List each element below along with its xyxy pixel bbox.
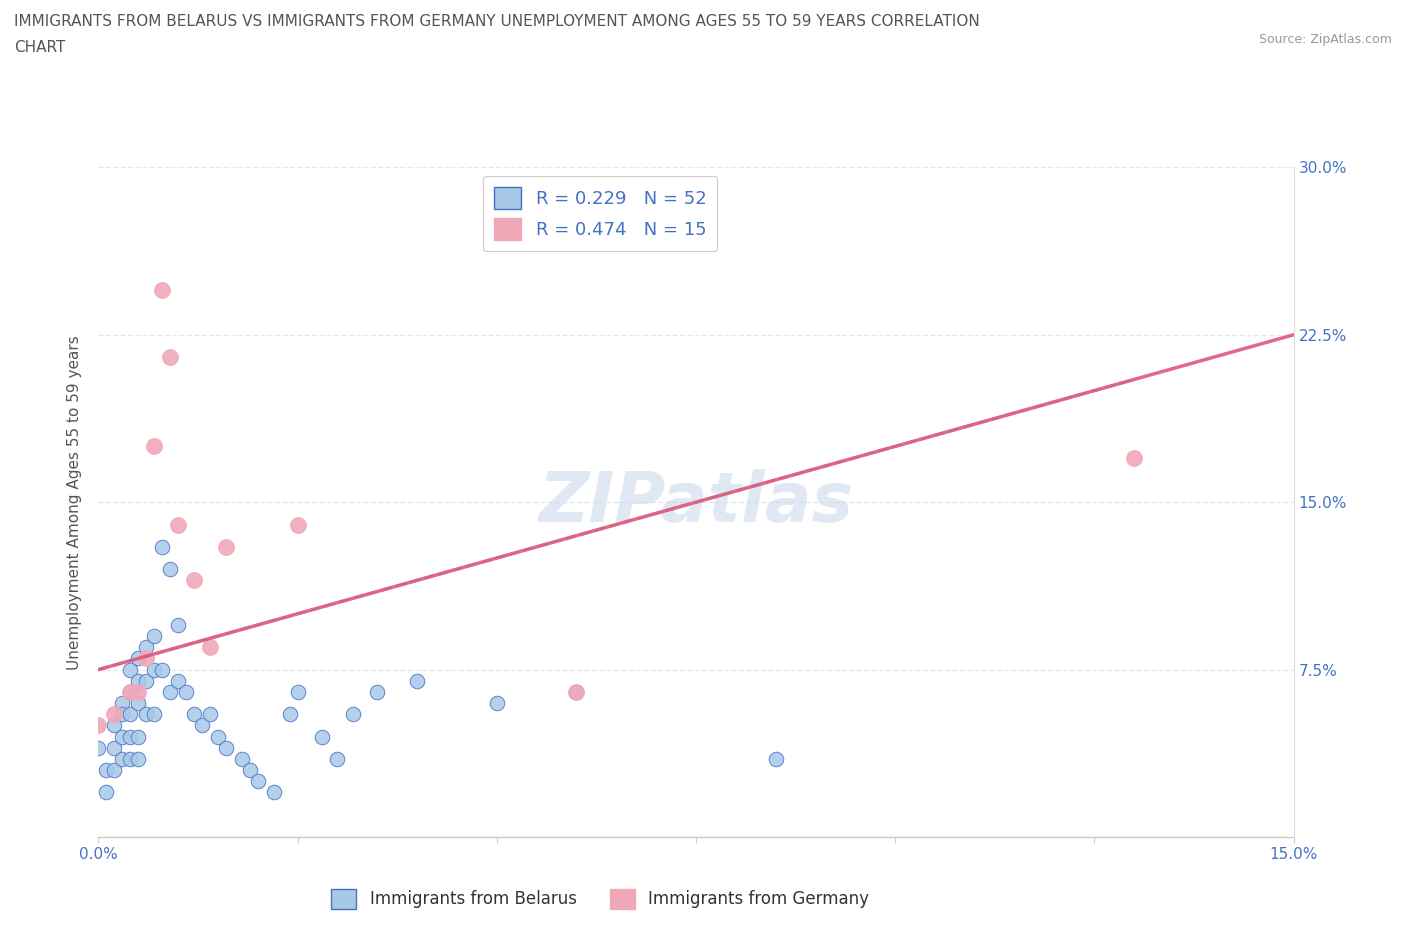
Point	[231, 751, 253, 766]
Point	[120, 751, 142, 766]
Point	[485, 696, 508, 711]
Point	[191, 718, 214, 733]
Point	[87, 740, 110, 755]
Point	[287, 684, 309, 699]
Point	[326, 751, 349, 766]
Point	[96, 763, 118, 777]
Point	[1123, 450, 1146, 465]
Point	[135, 673, 157, 688]
Point	[135, 707, 157, 722]
Point	[127, 729, 149, 744]
Point	[239, 763, 262, 777]
Point	[278, 707, 301, 722]
Text: IMMIGRANTS FROM BELARUS VS IMMIGRANTS FROM GERMANY UNEMPLOYMENT AMONG AGES 55 TO: IMMIGRANTS FROM BELARUS VS IMMIGRANTS FR…	[14, 14, 980, 29]
Point	[565, 684, 588, 699]
Point	[135, 640, 157, 655]
Point	[246, 774, 269, 789]
Point	[342, 707, 364, 722]
Point	[311, 729, 333, 744]
Point	[127, 651, 149, 666]
Text: Source: ZipAtlas.com: Source: ZipAtlas.com	[1258, 33, 1392, 46]
Point	[120, 684, 142, 699]
Point	[120, 707, 142, 722]
Point	[127, 673, 149, 688]
Point	[167, 618, 190, 632]
Point	[111, 751, 134, 766]
Point	[143, 662, 166, 677]
Point	[103, 763, 125, 777]
Point	[366, 684, 388, 699]
Point	[198, 640, 221, 655]
Point	[111, 729, 134, 744]
Point	[150, 539, 173, 554]
Point	[207, 729, 229, 744]
Point	[103, 740, 125, 755]
Point	[198, 707, 221, 722]
Point	[127, 684, 149, 699]
Point	[111, 696, 134, 711]
Point	[120, 729, 142, 744]
Point	[103, 718, 125, 733]
Point	[159, 684, 181, 699]
Point	[143, 439, 166, 454]
Point	[135, 651, 157, 666]
Legend: Immigrants from Belarus, Immigrants from Germany: Immigrants from Belarus, Immigrants from…	[325, 882, 876, 916]
Point	[183, 573, 205, 588]
Point	[215, 740, 238, 755]
Point	[150, 283, 173, 298]
Point	[287, 517, 309, 532]
Point	[174, 684, 197, 699]
Point	[406, 673, 429, 688]
Text: CHART: CHART	[14, 40, 66, 55]
Text: ZIPatlas: ZIPatlas	[538, 469, 853, 536]
Point	[183, 707, 205, 722]
Point	[263, 785, 285, 800]
Point	[215, 539, 238, 554]
Point	[150, 662, 173, 677]
Point	[111, 707, 134, 722]
Point	[143, 707, 166, 722]
Point	[765, 751, 787, 766]
Point	[143, 629, 166, 644]
Point	[120, 662, 142, 677]
Point	[565, 684, 588, 699]
Point	[120, 684, 142, 699]
Point	[167, 517, 190, 532]
Y-axis label: Unemployment Among Ages 55 to 59 years: Unemployment Among Ages 55 to 59 years	[67, 335, 83, 670]
Point	[127, 751, 149, 766]
Point	[96, 785, 118, 800]
Point	[167, 673, 190, 688]
Point	[87, 718, 110, 733]
Point	[159, 350, 181, 365]
Point	[103, 707, 125, 722]
Point	[159, 562, 181, 577]
Point	[127, 696, 149, 711]
